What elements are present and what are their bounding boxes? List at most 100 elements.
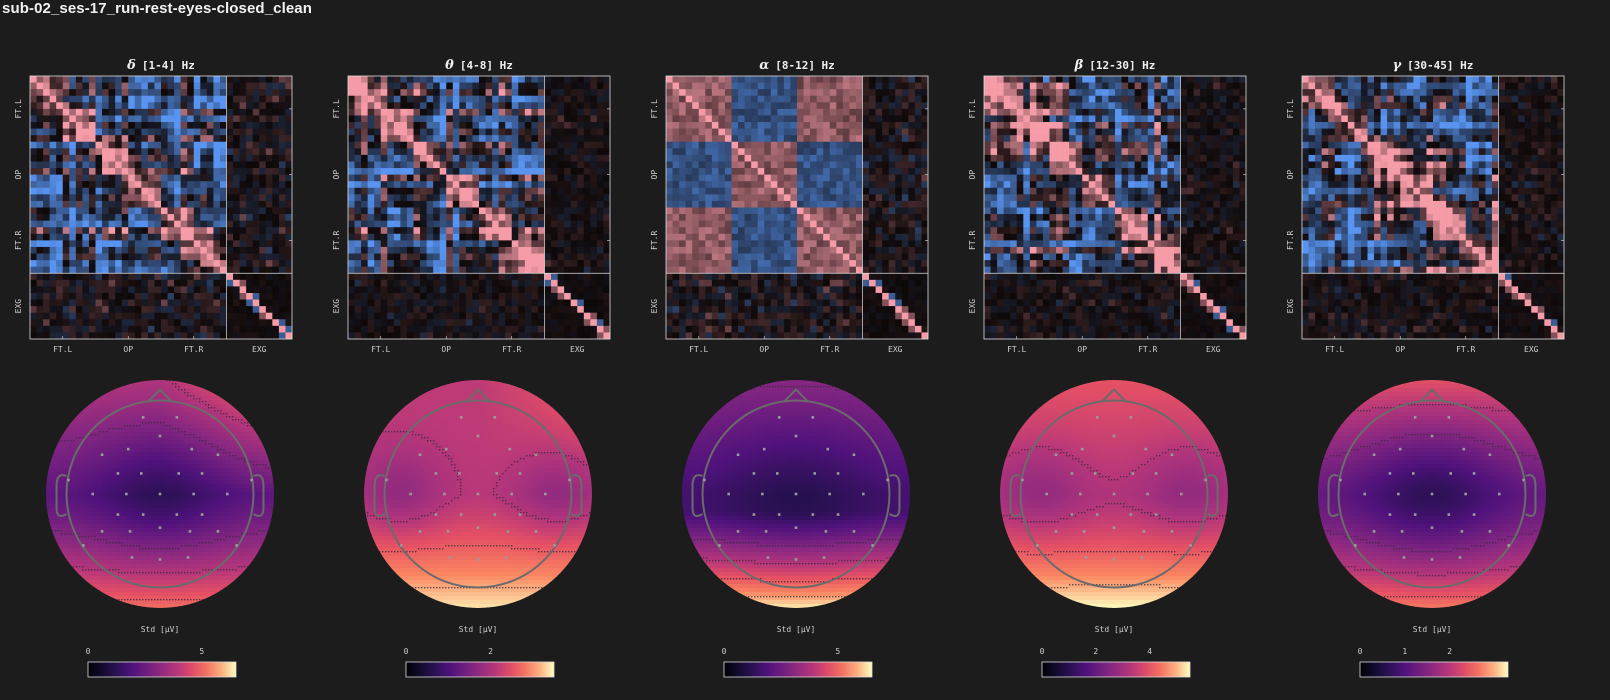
topo-pixel xyxy=(170,496,175,501)
topo-pixel xyxy=(158,408,163,413)
topo-pixel xyxy=(134,396,139,401)
topo-pixel xyxy=(226,416,231,421)
topo-pixel xyxy=(158,588,163,593)
matrix-cell xyxy=(30,135,37,143)
topo-pixel xyxy=(182,596,187,601)
topo-pixel xyxy=(118,548,123,553)
topo-pixel xyxy=(198,444,203,449)
matrix-cell xyxy=(161,246,168,254)
contour-segment xyxy=(55,596,57,598)
matrix-cell xyxy=(115,227,122,235)
matrix-cell xyxy=(272,233,280,241)
topo-pixel xyxy=(158,548,163,553)
topo-pixel xyxy=(158,384,163,389)
matrix-cell xyxy=(246,95,253,103)
matrix-cell xyxy=(596,89,604,97)
topo-pixel xyxy=(50,508,55,513)
matrix-cell xyxy=(82,299,90,307)
matrix-cell xyxy=(154,286,162,294)
topo-pixel xyxy=(94,576,99,581)
topo-pixel xyxy=(102,428,107,433)
topo-pixel xyxy=(158,484,163,489)
matrix-cell xyxy=(82,207,90,215)
matrix-cell xyxy=(246,194,253,202)
electrode-marker xyxy=(186,556,190,559)
topo-pixel xyxy=(234,480,239,485)
matrix-cell xyxy=(193,187,201,195)
topo-pixel xyxy=(234,584,239,589)
matrix-cell xyxy=(393,102,401,110)
topo-pixel xyxy=(242,552,247,557)
contour-segment xyxy=(265,566,267,568)
topo-pixel xyxy=(214,448,219,453)
matrix-cell xyxy=(147,312,155,320)
matrix-cell xyxy=(102,95,109,103)
matrix-cell xyxy=(141,200,149,208)
topo-pixel xyxy=(130,540,135,545)
topo-pixel xyxy=(150,476,155,481)
matrix-cell xyxy=(465,76,473,83)
topo-pixel xyxy=(58,476,63,481)
matrix-cell xyxy=(147,187,155,195)
topo-pixel xyxy=(250,416,255,421)
topo-pixel xyxy=(142,560,147,565)
topo-pixel xyxy=(66,468,71,473)
topo-pixel xyxy=(214,456,219,461)
topo-pixel xyxy=(70,532,75,537)
topo-pixel xyxy=(138,520,143,525)
matrix-cell xyxy=(82,128,90,136)
topo-pixel xyxy=(74,480,79,485)
topo-pixel xyxy=(142,484,147,489)
topo-pixel xyxy=(70,500,75,505)
topo-pixel xyxy=(130,456,135,461)
topo-pixel xyxy=(182,472,187,477)
matrix-cell xyxy=(439,102,447,110)
topo-pixel xyxy=(110,536,115,541)
topo-pixel xyxy=(150,492,155,497)
contour-segment xyxy=(151,548,153,550)
matrix-cell xyxy=(154,279,162,287)
matrix-cell xyxy=(161,168,168,175)
matrix-cell xyxy=(265,292,273,300)
matrix-cell xyxy=(128,286,136,294)
matrix-cell xyxy=(219,233,227,241)
topo-pixel xyxy=(198,592,203,597)
matrix-cell xyxy=(62,115,70,123)
topo-pixel xyxy=(154,532,159,537)
topo-pixel xyxy=(242,540,247,545)
matrix-cell xyxy=(36,325,44,333)
matrix-cell xyxy=(75,148,83,156)
topo-pixel xyxy=(86,404,91,409)
matrix-cell xyxy=(147,253,155,261)
topo-pixel xyxy=(174,580,179,585)
matrix-cell xyxy=(147,174,155,182)
matrix-cell xyxy=(161,266,168,274)
topo-pixel xyxy=(214,492,219,497)
matrix-cell xyxy=(115,246,122,254)
topo-pixel xyxy=(258,452,263,457)
topo-pixel xyxy=(146,520,151,525)
topo-pixel xyxy=(158,468,163,473)
topo-pixel xyxy=(134,600,139,605)
topo-pixel xyxy=(230,496,235,501)
topo-pixel xyxy=(198,556,203,561)
topo-pixel xyxy=(194,472,199,477)
matrix-cell xyxy=(374,82,382,90)
topo-pixel xyxy=(66,440,71,445)
topo-pixel xyxy=(218,584,223,589)
topo-pixel xyxy=(166,504,171,509)
matrix-cell xyxy=(147,115,155,123)
matrix-cell xyxy=(88,174,96,182)
topo-pixel xyxy=(190,456,195,461)
topo-pixel xyxy=(150,472,155,477)
topo-pixel xyxy=(90,584,95,589)
matrix-cell xyxy=(108,148,116,156)
contour-segment xyxy=(70,596,72,598)
matrix-cell xyxy=(272,312,280,320)
topo-pixel xyxy=(194,512,199,517)
topo-pixel xyxy=(154,432,159,437)
topo-pixel xyxy=(214,512,219,517)
matrix-cell xyxy=(121,214,129,221)
topo-pixel xyxy=(186,600,191,605)
matrix-cell xyxy=(193,292,201,300)
